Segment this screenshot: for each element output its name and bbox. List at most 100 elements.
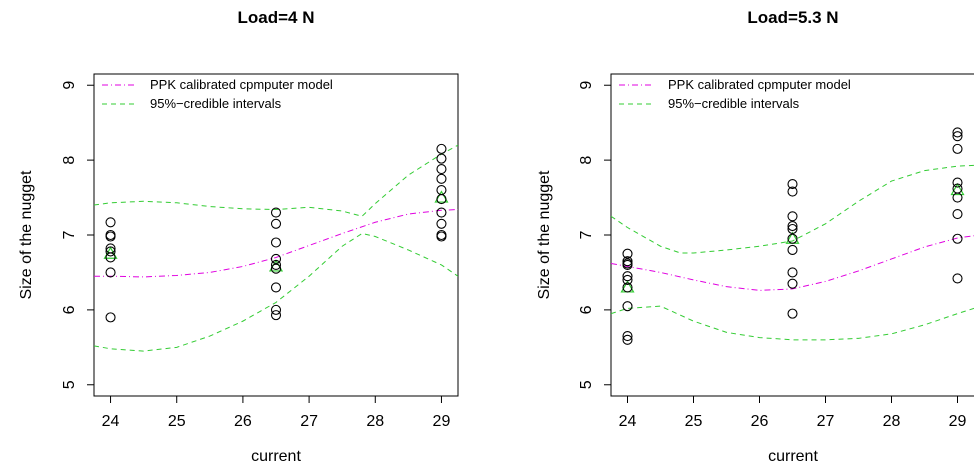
observation-point: [622, 282, 633, 293]
observation-point: [622, 334, 633, 345]
observation-point: [105, 246, 116, 257]
x-tick-label: 26: [751, 413, 769, 430]
observation-point: [270, 304, 282, 315]
x-axis: 24 25 26 27 28 29: [102, 396, 451, 430]
observation-point: [270, 207, 282, 218]
observation-point: [436, 153, 447, 164]
observation-point: [952, 183, 963, 194]
observation-point: [436, 229, 447, 241]
y-tick-label: 5: [61, 380, 78, 389]
observation-point: [622, 256, 633, 267]
observation-point: [787, 233, 798, 244]
observation-point: [622, 301, 633, 312]
x-axis-label: current: [768, 448, 818, 465]
observation-point: [622, 274, 633, 285]
observation-point: [952, 208, 963, 220]
credible-interval-lower: [611, 305, 974, 341]
chart-title: Load=5.3 N: [747, 8, 838, 27]
observation-point: [952, 233, 963, 244]
y-axis-label: Size of the nugget: [536, 170, 553, 300]
observation-point: [270, 259, 282, 271]
y-tick-label: 6: [578, 305, 595, 314]
model-curve: [611, 235, 974, 291]
plot-frame: [610, 73, 974, 397]
observation-point: [622, 331, 633, 342]
x-tick-label: 26: [234, 413, 252, 430]
x-tick-label: 27: [817, 413, 835, 430]
observation-point: [436, 173, 447, 184]
x-tick-label: 27: [300, 413, 318, 430]
observation-point: [105, 243, 116, 254]
prediction-triangle: [434, 190, 449, 203]
observation-point: [952, 273, 963, 284]
observation-point: [270, 237, 282, 248]
y-tick-label: 7: [61, 230, 78, 239]
observation-point: [105, 267, 116, 278]
observation-point: [105, 217, 116, 228]
observation-point: [622, 271, 633, 282]
observation-point: [270, 263, 282, 274]
panel-load-5-3: Load=5.3 N current Size of the nugget 24…: [536, 8, 974, 465]
observation-point: [436, 207, 447, 218]
legend-label-model: PPK calibrated cpmputer model: [668, 77, 851, 92]
observation-point: [952, 131, 963, 142]
observation-point: [270, 218, 282, 229]
observation-point: [622, 248, 633, 259]
prediction-triangle: [950, 182, 965, 196]
observation-point: [787, 220, 798, 232]
observation-point: [952, 143, 963, 154]
observation-point: [436, 164, 447, 175]
observation-point: [787, 308, 798, 319]
x-tick-label: 25: [685, 413, 703, 430]
observation-point: [787, 179, 798, 190]
y-tick-label: 8: [578, 156, 595, 165]
observation-point: [952, 127, 963, 138]
observation-point: [270, 253, 282, 265]
x-tick-label: 24: [619, 413, 637, 430]
y-axis: 5 6 7 8 9: [578, 81, 611, 389]
observation-point: [105, 229, 116, 241]
observation-point: [787, 186, 798, 197]
x-tick-label: 29: [433, 413, 451, 430]
observation-point: [105, 312, 116, 323]
legend-label-model: PPK calibrated cpmputer model: [150, 77, 333, 92]
x-tick-label: 24: [102, 413, 120, 430]
legend: PPK calibrated cpmputer model 95%−credib…: [619, 77, 851, 111]
observation-point: [787, 244, 798, 256]
panel-load-4: Load=4 N current Size of the nugget 24 25…: [18, 8, 459, 465]
y-tick-label: 9: [61, 81, 78, 90]
credible-interval-upper: [611, 164, 974, 254]
observation-point: [270, 310, 282, 321]
observation-point: [787, 278, 798, 289]
plot-area: [611, 127, 974, 345]
credible-interval-upper: [94, 144, 458, 217]
legend-label-interval: 95%−credible intervals: [668, 96, 800, 111]
y-tick-label: 6: [61, 305, 78, 314]
x-tick-label: 28: [883, 413, 901, 430]
observation-point: [787, 267, 798, 278]
x-axis-label: current: [251, 448, 301, 465]
x-tick-label: 25: [168, 413, 186, 430]
observation-point: [787, 211, 798, 222]
plot-area: [94, 143, 458, 352]
observation-point: [952, 177, 963, 188]
observation-point: [270, 282, 282, 293]
legend: PPK calibrated cpmputer model 95%−credib…: [102, 77, 333, 111]
observation-point: [787, 223, 798, 235]
y-tick-label: 8: [61, 156, 78, 165]
x-tick-label: 29: [949, 413, 967, 430]
y-tick-label: 5: [578, 380, 595, 389]
y-axis: 5 6 7 8 9: [61, 81, 94, 389]
prediction-triangle: [103, 246, 118, 259]
observation-point: [436, 218, 447, 229]
y-tick-label: 7: [578, 230, 595, 239]
credible-interval-lower: [94, 232, 458, 352]
x-axis: 24 25 26 27 28 29: [619, 396, 967, 430]
y-axis-label: Size of the nugget: [18, 170, 35, 300]
legend-label-interval: 95%−credible intervals: [150, 96, 282, 111]
y-tick-label: 9: [578, 81, 595, 90]
observation-point: [436, 185, 447, 196]
model-curve: [94, 209, 458, 278]
observation-point: [436, 143, 447, 154]
